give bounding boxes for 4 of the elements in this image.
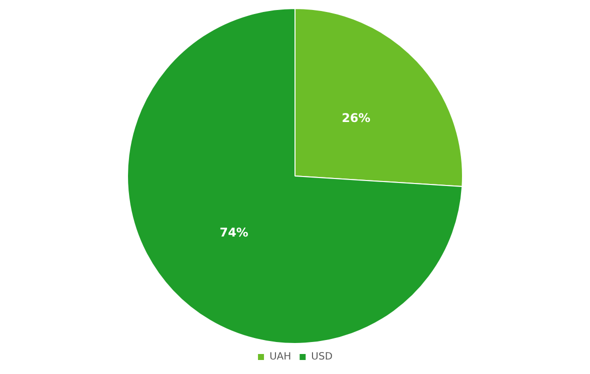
legend-label: USD bbox=[311, 352, 333, 363]
legend-label: UAH bbox=[269, 352, 292, 363]
data-label: 74% bbox=[220, 225, 248, 240]
data-label: 26% bbox=[342, 110, 370, 125]
